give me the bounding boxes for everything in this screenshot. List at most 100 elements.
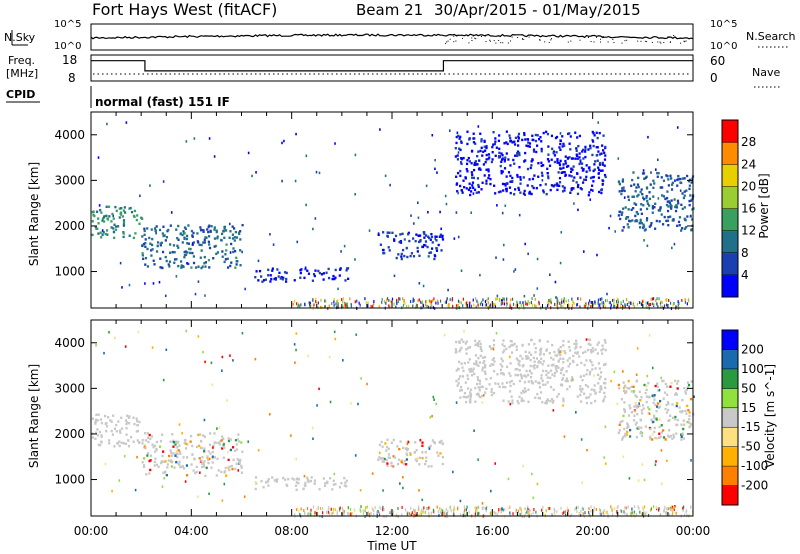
scatter-cell xyxy=(540,377,543,380)
scatter-cell xyxy=(624,206,627,209)
scatter-cell xyxy=(552,363,555,366)
scatter-cell xyxy=(558,184,561,188)
sparse-point xyxy=(509,402,512,406)
scatter-cell xyxy=(541,401,544,404)
scatter-cell xyxy=(197,433,200,437)
scatter-cell xyxy=(626,223,629,226)
scatter-cell xyxy=(642,407,645,410)
scatter-cell xyxy=(483,365,487,368)
near-range-point xyxy=(547,507,550,511)
noise-search-dot xyxy=(548,41,550,43)
sparse-point xyxy=(585,338,588,341)
near-range-point xyxy=(310,512,312,516)
near-range-point xyxy=(554,513,556,517)
scatter-cell xyxy=(665,219,668,223)
scatter-cell xyxy=(401,232,404,236)
scatter-cell xyxy=(405,453,409,457)
scatter-cell xyxy=(211,461,214,464)
scatter-cell xyxy=(230,242,233,246)
scatter-cell xyxy=(502,189,505,192)
near-range-point xyxy=(670,505,673,509)
scatter-cell xyxy=(621,419,624,423)
scatter-cell xyxy=(571,378,575,381)
scatter-cell xyxy=(671,219,674,222)
near-range-point xyxy=(300,507,302,511)
scatter-cell xyxy=(295,477,299,481)
near-range-point xyxy=(459,513,462,517)
scatter-cell xyxy=(202,241,205,244)
scatter-cell xyxy=(689,194,692,197)
scatter-cell xyxy=(185,234,189,238)
scatter-cell xyxy=(553,160,556,164)
scatter-cell xyxy=(529,375,533,379)
sparse-point xyxy=(337,287,339,291)
scatter-cell xyxy=(579,385,582,388)
sparse-point xyxy=(562,404,564,407)
sparse-point xyxy=(399,482,401,485)
scatter-cell xyxy=(672,433,675,437)
scatter-cell xyxy=(561,377,565,380)
scatter-cell xyxy=(387,453,391,456)
scatter-cell xyxy=(231,467,234,471)
scatter-cell xyxy=(691,177,694,180)
scatter-cell xyxy=(684,409,687,413)
scatter-cell xyxy=(239,249,242,252)
scatter-cell xyxy=(378,456,381,459)
noise-search-dot xyxy=(510,40,512,42)
near-range-point xyxy=(312,505,315,509)
scatter-cell xyxy=(566,359,569,362)
scatter-cell xyxy=(670,183,674,186)
scatter-cell xyxy=(570,167,573,170)
scatter-cell xyxy=(649,183,652,186)
scatter-cell xyxy=(136,429,140,433)
near-range-point xyxy=(650,507,652,511)
near-range-point xyxy=(341,506,344,510)
scatter-cell xyxy=(602,149,605,152)
scatter-cell xyxy=(144,241,147,245)
scatter-cell xyxy=(173,261,176,264)
scatter-cell xyxy=(95,227,98,230)
velocity-cbar-swatch xyxy=(722,446,738,467)
scatter-cell xyxy=(222,445,225,448)
near-range-point xyxy=(383,508,385,512)
scatter-cell xyxy=(568,156,571,159)
scatter-cell xyxy=(557,360,560,363)
scatter-cell xyxy=(668,200,671,203)
scatter-cell xyxy=(497,156,501,159)
sparse-point xyxy=(223,482,226,486)
scatter-cell xyxy=(623,434,626,438)
scatter-cell xyxy=(202,461,205,465)
scatter-cell xyxy=(200,465,204,469)
scatter-cell xyxy=(303,484,307,487)
scatter-cell xyxy=(681,398,684,402)
scatter-cell xyxy=(640,188,643,191)
scatter-cell xyxy=(562,399,565,403)
scatter-cell xyxy=(114,228,118,231)
scatter-cell xyxy=(624,384,627,388)
scatter-cell xyxy=(514,373,517,377)
scatter-cell xyxy=(189,434,193,438)
noise-search-dot xyxy=(667,36,669,38)
scatter-cell xyxy=(640,426,643,429)
scatter-cell xyxy=(522,389,525,393)
near-range-point xyxy=(474,512,477,516)
sparse-point xyxy=(559,132,562,135)
scatter-cell xyxy=(553,350,556,354)
scatter-cell xyxy=(630,385,633,388)
sparse-point xyxy=(477,125,480,128)
near-range-point xyxy=(432,299,434,303)
velocity-cbar-tick-label: -50 xyxy=(741,440,761,454)
sparse-point xyxy=(690,459,692,462)
near-range-point xyxy=(512,302,515,306)
scatter-cell xyxy=(681,433,685,436)
scatter-cell xyxy=(588,191,591,194)
scatter-cell xyxy=(507,158,510,161)
near-range-point xyxy=(342,297,344,301)
scatter-cell xyxy=(215,230,218,234)
near-range-point xyxy=(470,304,472,308)
scatter-cell xyxy=(192,261,196,265)
near-range-point xyxy=(515,508,517,512)
scatter-cell xyxy=(504,187,508,191)
scatter-cell xyxy=(391,231,394,235)
